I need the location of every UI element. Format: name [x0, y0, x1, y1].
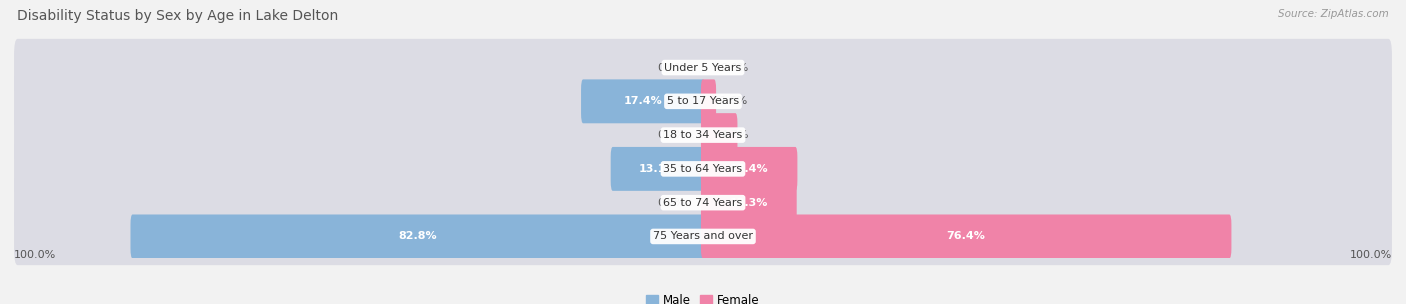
- FancyBboxPatch shape: [14, 73, 1392, 130]
- Text: 17.4%: 17.4%: [624, 96, 662, 106]
- Text: 1.6%: 1.6%: [720, 96, 748, 106]
- Text: 35 to 64 Years: 35 to 64 Years: [664, 164, 742, 174]
- Text: Source: ZipAtlas.com: Source: ZipAtlas.com: [1278, 9, 1389, 19]
- Text: 0.0%: 0.0%: [720, 63, 748, 73]
- Text: 13.4%: 13.4%: [730, 164, 769, 174]
- FancyBboxPatch shape: [14, 208, 1392, 265]
- Text: Disability Status by Sex by Age in Lake Delton: Disability Status by Sex by Age in Lake …: [17, 9, 337, 23]
- Text: Under 5 Years: Under 5 Years: [665, 63, 741, 73]
- Legend: Male, Female: Male, Female: [641, 290, 765, 304]
- Text: 100.0%: 100.0%: [1350, 250, 1392, 260]
- Text: 65 to 74 Years: 65 to 74 Years: [664, 198, 742, 208]
- FancyBboxPatch shape: [581, 79, 704, 123]
- Text: 100.0%: 100.0%: [14, 250, 56, 260]
- FancyBboxPatch shape: [610, 147, 704, 191]
- FancyBboxPatch shape: [702, 147, 797, 191]
- Text: 0.0%: 0.0%: [658, 63, 686, 73]
- Text: 0.0%: 0.0%: [658, 198, 686, 208]
- FancyBboxPatch shape: [14, 174, 1392, 231]
- Text: 0.0%: 0.0%: [658, 130, 686, 140]
- Text: 5 to 17 Years: 5 to 17 Years: [666, 96, 740, 106]
- FancyBboxPatch shape: [702, 181, 797, 225]
- Text: 4.7%: 4.7%: [720, 130, 749, 140]
- FancyBboxPatch shape: [14, 140, 1392, 198]
- FancyBboxPatch shape: [131, 215, 704, 258]
- Text: 13.3%: 13.3%: [730, 198, 768, 208]
- FancyBboxPatch shape: [14, 106, 1392, 164]
- Text: 75 Years and over: 75 Years and over: [652, 231, 754, 241]
- Text: 18 to 34 Years: 18 to 34 Years: [664, 130, 742, 140]
- Text: 82.8%: 82.8%: [398, 231, 437, 241]
- FancyBboxPatch shape: [702, 113, 738, 157]
- FancyBboxPatch shape: [14, 39, 1392, 96]
- Text: 76.4%: 76.4%: [946, 231, 986, 241]
- FancyBboxPatch shape: [702, 215, 1232, 258]
- Text: 13.1%: 13.1%: [638, 164, 678, 174]
- FancyBboxPatch shape: [702, 79, 716, 123]
